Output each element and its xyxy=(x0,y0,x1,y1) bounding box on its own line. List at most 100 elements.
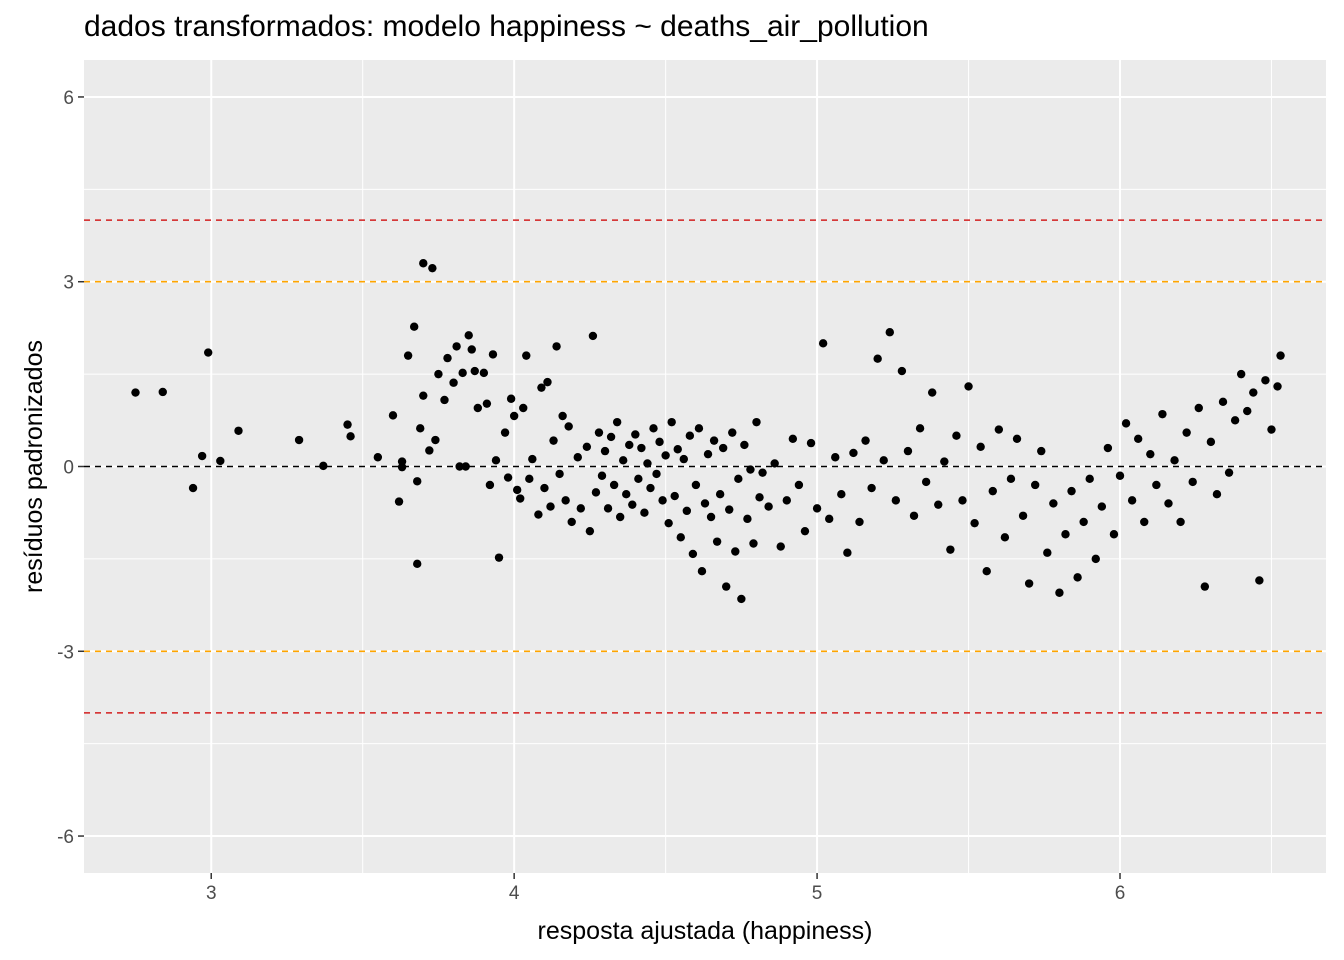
data-point xyxy=(685,431,695,440)
data-point xyxy=(909,511,919,520)
data-point xyxy=(843,548,852,557)
data-point xyxy=(682,506,692,516)
data-point xyxy=(494,553,504,562)
data-point xyxy=(388,411,398,420)
data-point xyxy=(715,490,725,499)
data-point xyxy=(867,483,876,493)
data-point xyxy=(403,351,413,360)
data-point xyxy=(640,508,649,517)
data-point xyxy=(1037,446,1046,456)
data-point xyxy=(619,456,628,465)
data-point xyxy=(440,395,449,405)
data-point xyxy=(643,459,652,468)
data-point xyxy=(688,549,698,559)
data-point xyxy=(591,488,601,497)
data-point xyxy=(988,486,997,496)
data-point xyxy=(543,377,552,387)
data-point xyxy=(982,567,991,576)
data-point xyxy=(731,547,740,556)
data-point xyxy=(516,494,525,503)
data-point xyxy=(703,449,713,459)
data-point xyxy=(712,537,722,546)
data-point xyxy=(1024,579,1034,588)
data-point xyxy=(409,322,419,331)
data-point xyxy=(546,502,555,511)
data-point xyxy=(831,453,840,462)
data-point xyxy=(921,477,931,487)
data-point xyxy=(964,382,973,391)
data-point xyxy=(634,474,643,484)
data-point xyxy=(522,351,531,360)
data-point xyxy=(897,366,907,376)
data-point xyxy=(946,545,955,554)
data-point xyxy=(564,422,573,431)
data-point xyxy=(1000,533,1010,542)
data-point xyxy=(419,391,428,400)
data-point xyxy=(455,462,464,471)
data-point xyxy=(970,518,979,528)
data-point xyxy=(549,436,558,445)
data-point xyxy=(397,462,407,472)
data-point xyxy=(470,366,479,376)
y-tick-label: 6 xyxy=(63,88,74,109)
data-point xyxy=(567,517,576,527)
data-point xyxy=(1018,511,1028,520)
data-point xyxy=(776,542,785,551)
data-point xyxy=(740,440,749,450)
data-point xyxy=(667,417,676,427)
data-point xyxy=(770,459,779,468)
data-point xyxy=(1067,486,1076,496)
x-axis-ticks: 3 4 5 6 xyxy=(206,873,1125,904)
data-point xyxy=(994,425,1004,434)
data-point xyxy=(597,471,607,480)
data-point xyxy=(664,518,673,528)
data-point xyxy=(1073,573,1082,582)
data-point xyxy=(612,417,622,427)
data-point xyxy=(891,496,901,505)
data-point xyxy=(806,438,816,448)
data-point xyxy=(419,259,428,268)
data-point xyxy=(1255,576,1264,585)
data-point xyxy=(676,533,685,542)
data-point xyxy=(1261,376,1270,385)
data-point xyxy=(491,456,501,465)
data-point xyxy=(482,399,492,408)
data-point xyxy=(585,526,595,536)
data-point xyxy=(319,461,328,471)
data-point xyxy=(346,432,355,441)
data-point xyxy=(1085,474,1094,484)
data-point xyxy=(609,480,619,490)
y-tick-label: -3 xyxy=(57,642,74,663)
data-point xyxy=(1218,397,1228,407)
data-point xyxy=(694,424,704,433)
data-point xyxy=(1230,416,1240,425)
data-point xyxy=(1012,434,1022,443)
data-point xyxy=(594,428,604,437)
data-point xyxy=(413,477,422,486)
data-point xyxy=(709,436,719,445)
data-point xyxy=(158,387,167,397)
y-tick-label: -6 xyxy=(57,827,74,848)
data-point xyxy=(1103,443,1113,453)
data-point xyxy=(461,462,470,471)
data-point xyxy=(658,496,667,505)
y-axis-ticks: -6 -3 0 3 6 xyxy=(57,88,84,848)
data-point xyxy=(555,469,564,479)
data-point xyxy=(670,491,679,501)
data-point xyxy=(855,517,864,527)
data-point xyxy=(782,496,791,505)
data-point xyxy=(725,505,734,514)
reference-lines xyxy=(84,219,1326,714)
data-point xyxy=(443,353,452,363)
data-point xyxy=(794,480,804,490)
data-point xyxy=(758,468,767,477)
data-point xyxy=(646,483,655,493)
data-point xyxy=(512,485,522,495)
x-axis-title: resposta ajustada (happiness) xyxy=(538,917,873,945)
data-point xyxy=(606,432,616,442)
data-point xyxy=(131,388,140,397)
y-tick-label: 0 xyxy=(63,458,74,479)
data-point xyxy=(506,394,516,403)
data-point xyxy=(1249,388,1258,397)
data-point xyxy=(188,483,198,493)
